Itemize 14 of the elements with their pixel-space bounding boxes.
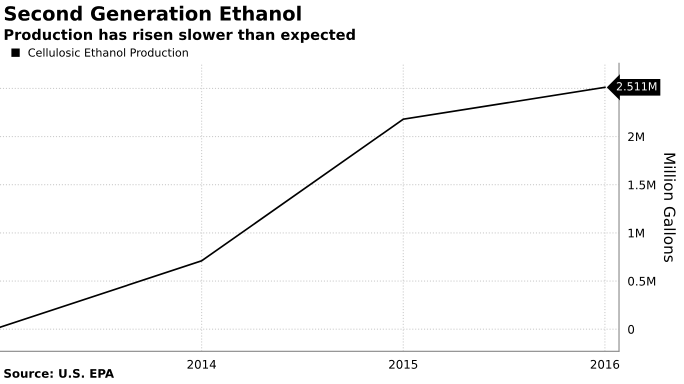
- y-axis-title: Million Gallons: [664, 153, 676, 262]
- x-tick-label: 2015: [389, 360, 418, 369]
- legend-label: Cellulosic Ethanol Production: [28, 48, 188, 57]
- x-tick-label: 2014: [187, 360, 216, 369]
- y-tick-label: 0.5M: [628, 276, 656, 286]
- data-label: 2.511M: [616, 82, 656, 91]
- y-tick-label: 0: [628, 324, 634, 334]
- y-tick-label: 1.5M: [628, 180, 656, 190]
- y-tick-label: 2M: [628, 132, 644, 142]
- y-tick-label: 1M: [628, 228, 644, 238]
- x-tick-label: 2016: [590, 360, 620, 369]
- source-note: Source: U.S. EPA: [4, 368, 114, 378]
- chart-subtitle: Production has risen slower than expected: [4, 28, 355, 43]
- chart-title: Second Generation Ethanol: [4, 6, 301, 21]
